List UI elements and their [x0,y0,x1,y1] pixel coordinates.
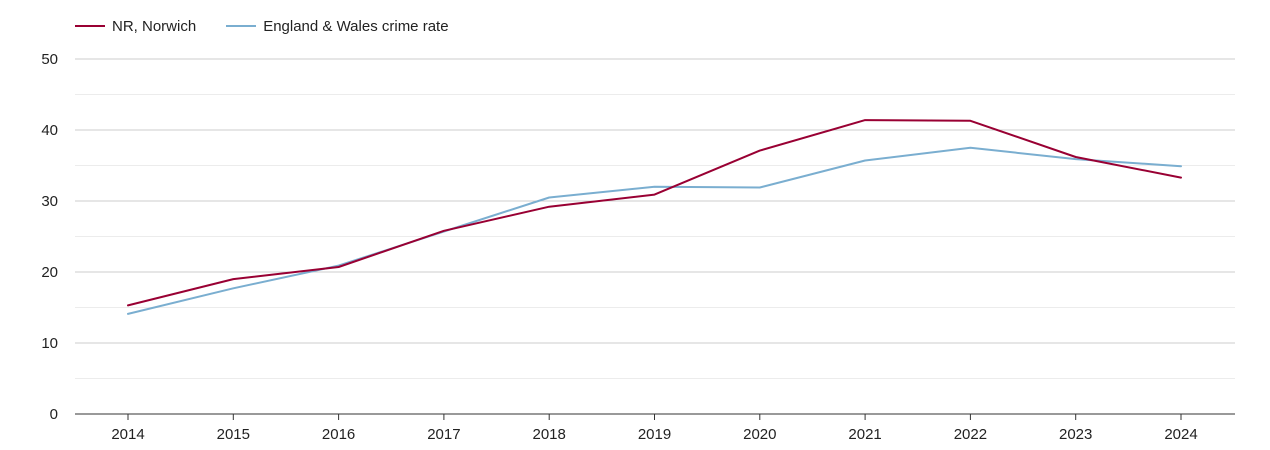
x-tick-label: 2022 [954,426,987,443]
chart-legend: NR, Norwich England & Wales crime rate [75,15,449,37]
x-tick-label: 2014 [111,426,144,443]
y-axis-tick-labels: 0 10 20 30 40 50 [41,51,58,423]
x-tick-label: 2015 [217,426,250,443]
series-lines [127,119,1182,315]
gridlines [75,58,1235,379]
x-tick-label: 2019 [638,426,671,443]
legend-swatch-norwich [75,25,105,27]
legend-label-england-wales: England & Wales crime rate [263,17,449,35]
y-tick-label: 20 [41,264,58,281]
y-tick-label: 10 [41,335,58,352]
y-tick-label: 30 [41,193,58,210]
x-axis: 2014 2015 2016 2017 2018 2019 2020 2021 2022 2023… [75,413,1235,443]
series-line-norwich [127,119,1182,307]
y-tick-label: 50 [41,51,58,68]
x-tick-label: 2018 [533,426,566,443]
x-tick-label: 2023 [1059,426,1092,443]
legend-label-norwich: NR, Norwich [112,17,197,35]
x-tick-label: 2016 [322,426,355,443]
legend-swatch-england-wales [226,25,257,27]
y-tick-label: 0 [50,406,58,423]
x-tick-label: 2024 [1164,426,1197,443]
legend-item-england-wales: England & Wales crime rate [226,17,449,35]
x-tick-label: 2017 [427,426,460,443]
x-tick-label: 2021 [848,426,881,443]
series-line-england-wales [127,146,1182,315]
x-tick-label: 2020 [743,426,776,443]
legend-item-norwich: NR, Norwich [75,18,196,35]
y-tick-label: 40 [41,122,58,139]
